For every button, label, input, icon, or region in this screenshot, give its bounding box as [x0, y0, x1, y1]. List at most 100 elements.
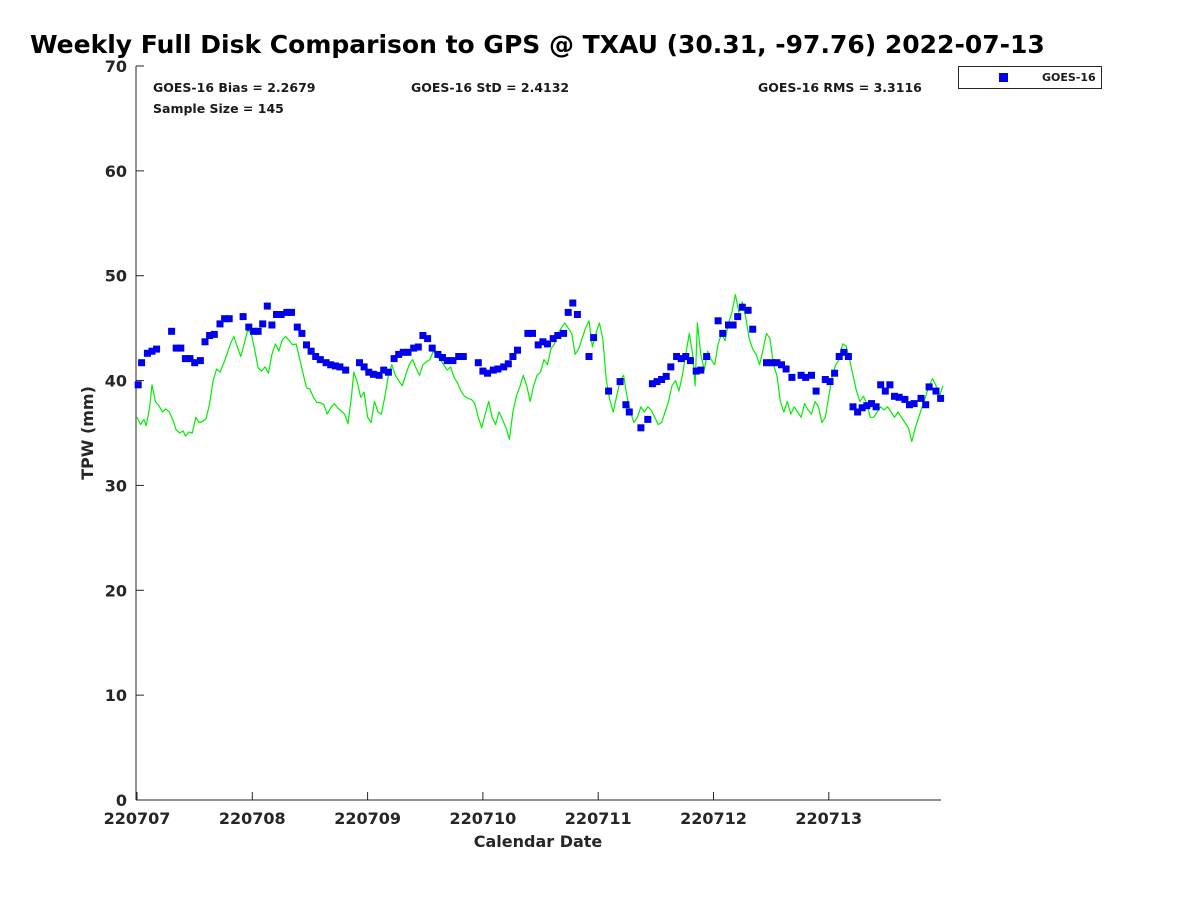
goes-point: [524, 329, 532, 337]
goes-point: [881, 387, 889, 395]
goes-point: [443, 357, 451, 365]
goes-point: [714, 317, 722, 325]
goes-point: [808, 371, 815, 379]
x-tick-label: 220707: [104, 809, 171, 828]
goes-point: [322, 359, 330, 367]
gps-series: [136, 294, 944, 442]
goes-point: [504, 360, 512, 368]
goes-point: [697, 366, 705, 374]
goes-point: [778, 361, 785, 369]
goes-point: [449, 357, 457, 365]
goes-point: [273, 311, 280, 318]
goes-point: [148, 347, 156, 355]
goes-point: [428, 344, 436, 352]
goes-point: [245, 323, 253, 331]
y-tick-label: 30: [105, 476, 127, 495]
goes-point: [316, 356, 324, 364]
goes-point: [375, 371, 383, 379]
goes-point: [863, 402, 871, 410]
goes-point: [474, 359, 482, 367]
goes-point: [673, 353, 681, 360]
goes-point: [181, 355, 189, 363]
goes-point: [369, 370, 377, 378]
goes-point: [268, 321, 276, 329]
goes-point: [831, 369, 839, 377]
goes-point: [910, 400, 918, 408]
goes-point: [844, 353, 852, 360]
goes-point: [858, 404, 866, 412]
goes-point: [216, 320, 224, 328]
x-axis-label: Calendar Date: [474, 832, 603, 851]
goes-point: [356, 359, 363, 367]
y-tick-label: 50: [105, 267, 127, 286]
goes-point: [196, 357, 204, 365]
goes-point: [773, 359, 781, 367]
goes-point: [225, 315, 233, 323]
goes-point: [439, 354, 446, 361]
goes-point: [509, 353, 517, 360]
goes-point: [390, 355, 398, 363]
goes-point: [682, 353, 690, 360]
goes-point: [500, 363, 508, 371]
y-tick-label: 0: [116, 791, 127, 810]
goes-point: [342, 366, 350, 374]
goes-point: [277, 311, 285, 318]
goes-point: [554, 332, 562, 339]
goes-point: [539, 338, 547, 346]
legend-label: GOES-16: [1042, 71, 1096, 84]
goes-point: [459, 353, 467, 360]
goes-point: [932, 387, 940, 395]
goes-point: [826, 378, 834, 386]
goes-point: [489, 366, 497, 374]
goes-point: [168, 327, 176, 335]
x-tick-label: 220713: [795, 809, 862, 828]
goes-point: [849, 403, 857, 411]
x-tick-label: 220712: [680, 809, 747, 828]
goes-point: [662, 372, 670, 380]
goes-point: [625, 408, 633, 416]
y-axis-label: TPW (mm): [78, 386, 97, 480]
goes-point: [763, 359, 770, 367]
goes-point: [622, 401, 630, 409]
goes-point: [802, 373, 810, 381]
goes-point: [886, 381, 894, 389]
goes-point: [658, 376, 666, 383]
goes-point: [605, 387, 613, 395]
goes-point: [177, 344, 185, 352]
goes-point: [821, 376, 829, 383]
goes-point: [653, 378, 661, 386]
goes-point: [201, 338, 209, 346]
goes-point: [734, 313, 742, 321]
goes-point: [399, 348, 407, 356]
goes-point: [380, 366, 388, 374]
goes-point: [307, 347, 315, 355]
goes-point: [854, 408, 862, 416]
goes-point: [544, 340, 551, 348]
goes-point: [434, 350, 442, 358]
y-tick-label: 10: [105, 686, 127, 705]
goes-point: [514, 346, 521, 354]
goes-point: [788, 373, 796, 381]
goes-point: [410, 344, 418, 352]
goes-point: [395, 350, 403, 358]
goes-point: [259, 320, 267, 328]
goes-point: [703, 353, 711, 360]
goes-point: [283, 308, 291, 316]
goes-point: [782, 365, 790, 373]
bias-stat: GOES-16 Bias = 2.2679: [153, 80, 315, 95]
goes-point: [901, 395, 909, 403]
goes-point: [925, 383, 933, 391]
goes-point: [835, 353, 843, 360]
goes-point: [293, 323, 301, 331]
goes-point: [186, 355, 194, 363]
goes-point: [143, 349, 151, 357]
goes-series: [134, 299, 945, 432]
goes-point: [298, 329, 306, 337]
goes-point: [254, 327, 262, 335]
goes-point: [895, 393, 903, 401]
goes-point: [872, 403, 880, 411]
goes-point: [549, 335, 557, 343]
goes-point: [677, 355, 685, 363]
goes-point: [288, 308, 295, 316]
